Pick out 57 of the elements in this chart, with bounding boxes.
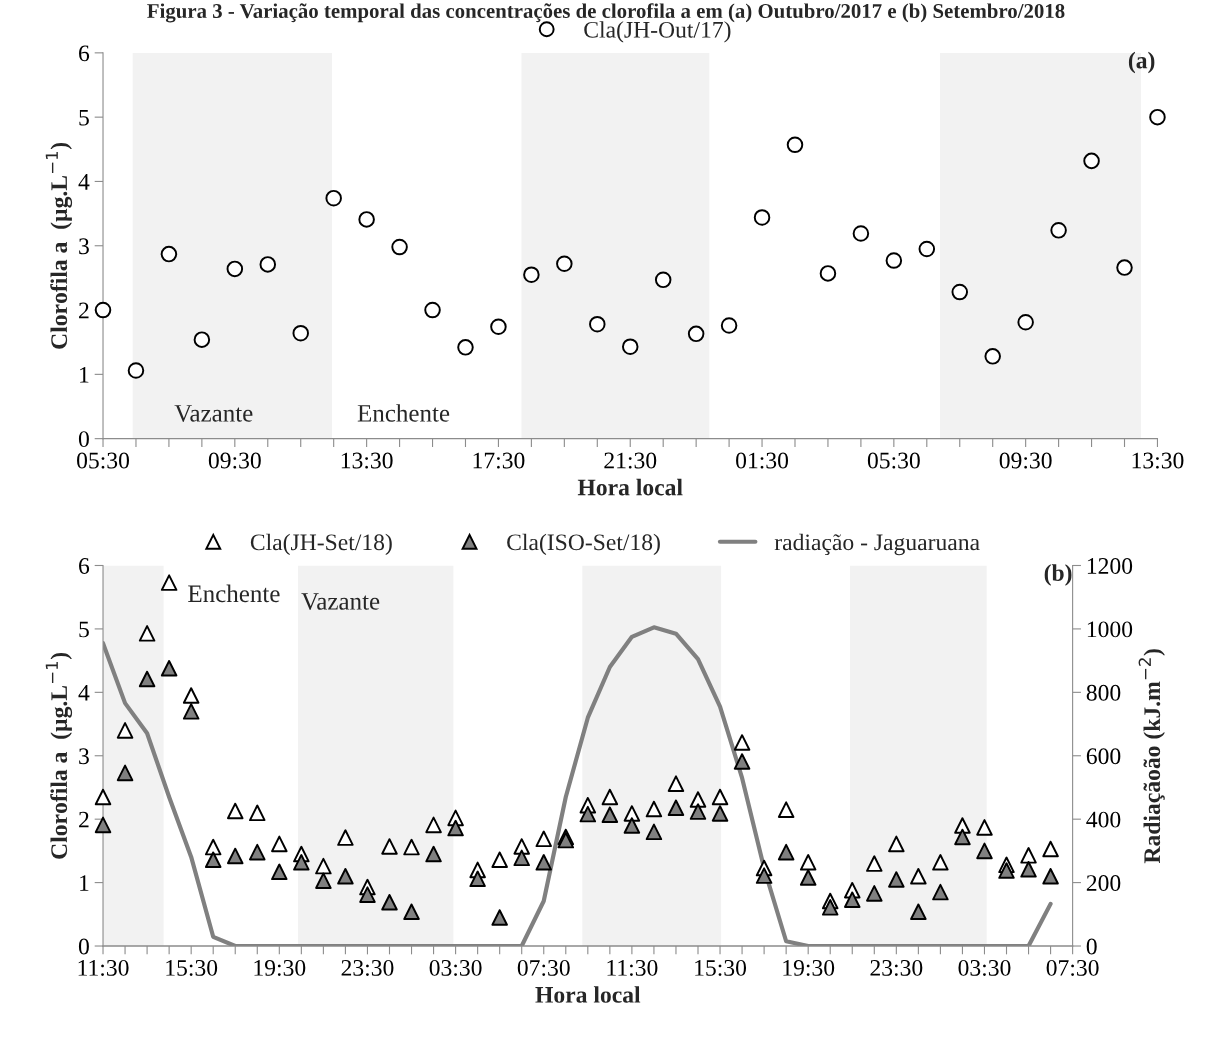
annotation: Enchente [188, 584, 280, 603]
x-tick-label: 17:30 [473, 452, 525, 469]
x-tick-label: 13:30 [1132, 452, 1184, 469]
legend-label: radiação - Jaguaruana [774, 533, 980, 556]
y-tick-label: 1 [80, 875, 89, 891]
annotation: (a) [1128, 51, 1155, 74]
y-tick-label: 5 [79, 109, 89, 126]
y-tick-label: 1 [80, 366, 89, 383]
y-axis-title: Clorofila a (µg.L$^{−1}$) [45, 142, 73, 349]
y-tick-label: 4 [78, 174, 90, 190]
y2-tick-label: 1000 [1087, 621, 1133, 638]
y2-tick-label: 800 [1086, 684, 1121, 701]
x-tick-label: 13:30 [341, 452, 393, 469]
y-tick-label: 5 [79, 621, 89, 638]
y-tick-label: 2 [79, 811, 89, 828]
y2-tick-label: 1200 [1087, 557, 1133, 574]
y2-tick-label: 600 [1086, 748, 1121, 765]
y-tick-label: 4 [78, 684, 90, 701]
legend-label: Cla(JH-Set/18) [250, 533, 392, 556]
x-tick-label: 19:30 [254, 959, 306, 976]
x-tick-label: 15:30 [695, 959, 747, 976]
x-axis-title: Hora local [577, 478, 683, 496]
y-tick-label: 3 [79, 748, 89, 765]
annotation: Vazante [174, 405, 253, 422]
y-tick-label: 6 [79, 558, 90, 574]
x-tick-label: 11:30 [78, 959, 129, 976]
x-tick-label: 23:30 [341, 959, 394, 976]
x-tick-label: 19:30 [783, 959, 835, 976]
x-tick-label: 03:30 [958, 959, 1011, 976]
x-tick-label: 23:30 [870, 959, 923, 976]
y2-tick-label: 400 [1086, 811, 1121, 828]
y2-tick-label: 200 [1086, 875, 1121, 892]
x-tick-label: 09:30 [208, 452, 261, 469]
y-tick-label: 0 [78, 938, 89, 955]
y-tick-label: 2 [79, 302, 89, 319]
annotation: (b) [1044, 564, 1072, 586]
legend-label: Cla(JH-Out/17) [584, 21, 731, 43]
legend-label: Cla(ISO-Set/18) [507, 533, 660, 556]
x-tick-label: 15:30 [166, 959, 218, 976]
y2-tick-label: 0 [1086, 938, 1097, 955]
y-axis-title: Clorofila a (µg.L$^{−1}$) [45, 652, 73, 859]
x-axis-title: Hora local [535, 986, 641, 1003]
annotation: Enchente [357, 404, 450, 422]
x-tick-label: 11:30 [607, 959, 658, 976]
x-tick-label: 01:30 [736, 452, 789, 469]
x-tick-label: 05:30 [867, 452, 920, 469]
y-tick-label: 0 [78, 431, 89, 448]
y2-axis-title: Radiaçãoão (kJ.m$^{−2}$) [1138, 649, 1165, 864]
x-tick-label: 05:30 [77, 452, 130, 469]
x-tick-label: 21:30 [604, 452, 657, 469]
y-tick-label: 6 [79, 45, 90, 62]
y-tick-label: 3 [79, 238, 89, 255]
x-tick-label: 07:30 [1046, 959, 1099, 976]
x-tick-label: 09:30 [999, 452, 1052, 469]
x-tick-label: 07:30 [517, 959, 570, 976]
x-tick-label: 03:30 [429, 959, 482, 976]
annotation: Vazante [301, 593, 380, 610]
